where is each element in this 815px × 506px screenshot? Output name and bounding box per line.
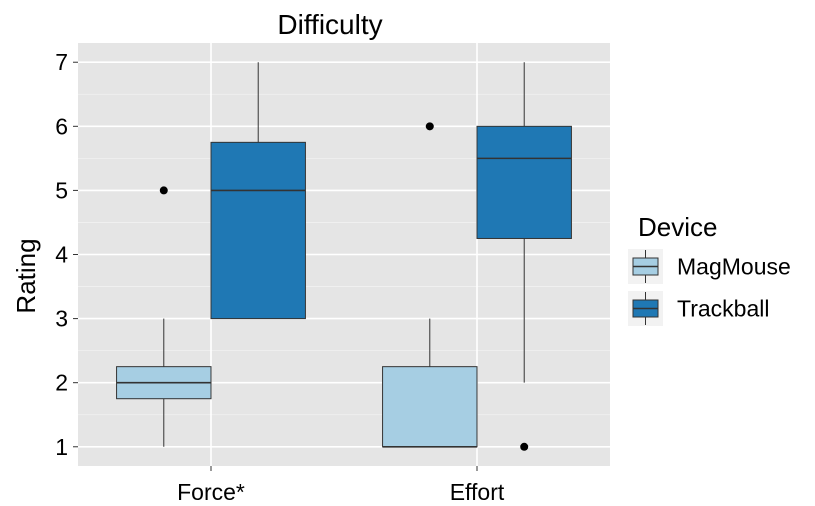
y-axis-title: Rating — [11, 238, 41, 313]
box — [382, 366, 478, 448]
outlier-point — [159, 186, 168, 195]
legend-label: MagMouse — [677, 254, 791, 280]
outlier-point — [425, 122, 434, 131]
y-tick-label: 5 — [55, 177, 68, 203]
legend-label: Trackball — [677, 296, 769, 322]
y-tick-label: 6 — [55, 113, 68, 139]
legend-title: Device — [638, 212, 717, 242]
x-tick-label: Effort — [450, 479, 505, 505]
chart-title: Difficulty — [277, 9, 382, 40]
y-tick-label: 7 — [55, 49, 68, 75]
outlier-point — [520, 442, 529, 451]
x-tick-label: Force* — [177, 479, 245, 505]
legend: Device MagMouse Trackball — [628, 212, 791, 326]
y-tick-label: 3 — [55, 306, 68, 332]
y-tick-label: 2 — [55, 370, 68, 396]
box — [476, 125, 572, 239]
plot-area: 1 2 3 4 5 6 7 Force* Effort — [55, 43, 610, 505]
y-tick-label: 1 — [55, 434, 68, 460]
box — [210, 141, 306, 320]
y-tick-label: 4 — [55, 242, 68, 268]
